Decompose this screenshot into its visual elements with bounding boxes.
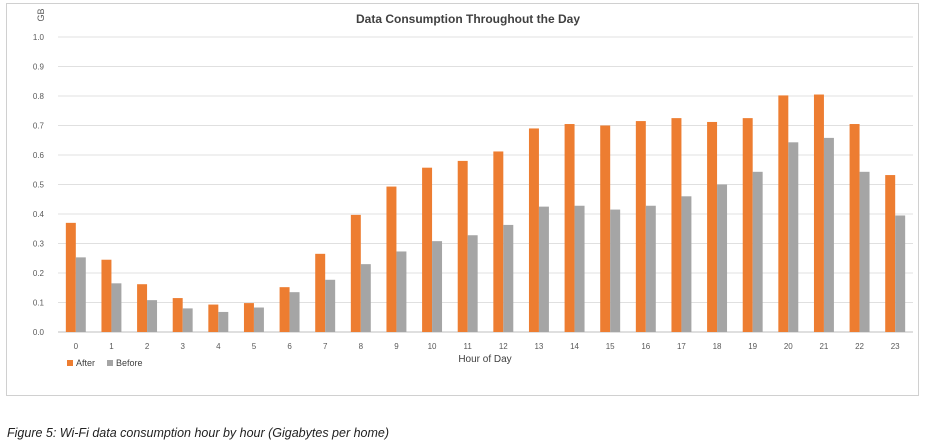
bar-before-0 [75, 257, 86, 332]
bar-after-8 [350, 214, 361, 332]
x-tick-label: 8 [359, 342, 364, 351]
y-tick-label: 0.0 [33, 328, 45, 337]
y-tick-label: 0.8 [33, 92, 45, 101]
bar-after-0 [65, 222, 76, 332]
bar-after-9 [386, 186, 397, 332]
bar-after-12 [493, 151, 504, 332]
bar-after-4 [208, 304, 219, 332]
y-tick-label: 0.9 [33, 63, 45, 72]
legend-label-after: After [76, 358, 95, 368]
bar-before-17 [681, 196, 692, 332]
bar-before-12 [503, 224, 514, 332]
bar-before-7 [325, 279, 336, 332]
bar-after-23 [885, 175, 896, 332]
x-tick-label: 11 [464, 342, 473, 351]
x-tick-label: 10 [428, 342, 437, 351]
bar-after-5 [243, 303, 254, 332]
bar-after-6 [279, 287, 290, 332]
y-tick-label: 0.4 [33, 210, 45, 219]
bar-after-14 [564, 124, 575, 333]
x-tick-label: 12 [499, 342, 508, 351]
y-tick-label: 0.7 [33, 122, 45, 131]
x-tick-label: 4 [216, 342, 221, 351]
bar-after-17 [671, 118, 682, 332]
y-tick-label: 0.1 [33, 299, 45, 308]
figure-caption: Figure 5: Wi-Fi data consumption hour by… [7, 426, 390, 440]
bar-after-1 [101, 259, 112, 332]
bar-before-6 [289, 292, 300, 332]
bar-after-10 [422, 167, 433, 332]
x-tick-label: 9 [394, 342, 399, 351]
y-tick-label: 0.2 [33, 269, 45, 278]
bar-before-19 [752, 171, 763, 332]
bar-before-5 [253, 307, 264, 332]
x-tick-label: 16 [641, 342, 650, 351]
bar-after-7 [315, 253, 326, 332]
x-tick-label: 15 [606, 342, 615, 351]
x-tick-label: 19 [748, 342, 757, 351]
bar-after-3 [172, 298, 183, 332]
x-tick-label: 17 [677, 342, 686, 351]
x-tick-label: 0 [74, 342, 79, 351]
bar-before-22 [859, 171, 870, 332]
bar-before-2 [147, 300, 158, 332]
x-tick-label: 3 [180, 342, 185, 351]
bar-before-8 [360, 264, 371, 332]
x-tick-label: 5 [252, 342, 257, 351]
x-tick-label: 7 [323, 342, 328, 351]
bar-before-15 [610, 209, 621, 332]
x-tick-label: 6 [287, 342, 292, 351]
bar-after-11 [457, 160, 468, 332]
legend-swatch-before [107, 360, 113, 366]
bar-after-15 [600, 125, 611, 332]
legend-swatch-after [67, 360, 73, 366]
legend-label-before: Before [116, 358, 143, 368]
bar-after-21 [813, 94, 824, 333]
bar-before-14 [574, 205, 585, 332]
y-tick-label: 1.0 [33, 33, 45, 42]
chart-title: Data Consumption Throughout the Day [356, 12, 580, 26]
bar-before-13 [538, 206, 549, 332]
bar-before-20 [788, 142, 799, 332]
bar-after-18 [707, 121, 718, 333]
bar-after-20 [778, 95, 789, 332]
bar-before-21 [823, 137, 834, 332]
x-tick-label: 23 [891, 342, 900, 351]
x-tick-label: 14 [570, 342, 579, 351]
bar-before-3 [182, 308, 193, 332]
x-tick-label: 21 [819, 342, 828, 351]
y-axis-label: GB [36, 8, 46, 21]
bar-chart: Data Consumption Throughout the Day GB 0… [33, 8, 913, 368]
x-tick-label: 20 [784, 342, 793, 351]
bar-before-10 [432, 241, 443, 332]
x-axis-label: Hour of Day [458, 354, 511, 365]
bar-before-18 [717, 184, 728, 332]
bar-before-23 [895, 215, 906, 332]
x-tick-label: 2 [145, 342, 150, 351]
x-tick-label: 18 [713, 342, 722, 351]
bar-after-19 [742, 118, 753, 332]
x-tick-label: 13 [534, 342, 543, 351]
y-tick-label: 0.3 [33, 240, 45, 249]
bar-after-2 [137, 284, 148, 332]
chart-frame: Data Consumption Throughout the Day GB 0… [6, 3, 919, 396]
bar-after-22 [849, 124, 860, 333]
y-tick-label: 0.6 [33, 151, 45, 160]
x-tick-label: 1 [109, 342, 114, 351]
bar-before-16 [645, 205, 656, 332]
bar-after-16 [635, 121, 646, 332]
bar-before-11 [467, 235, 478, 332]
x-tick-label: 22 [855, 342, 864, 351]
bar-before-4 [218, 311, 229, 332]
y-tick-label: 0.5 [33, 181, 45, 190]
bar-before-1 [111, 283, 122, 332]
bar-before-9 [396, 251, 407, 332]
bar-after-13 [528, 128, 539, 332]
legend: After Before [67, 358, 143, 368]
